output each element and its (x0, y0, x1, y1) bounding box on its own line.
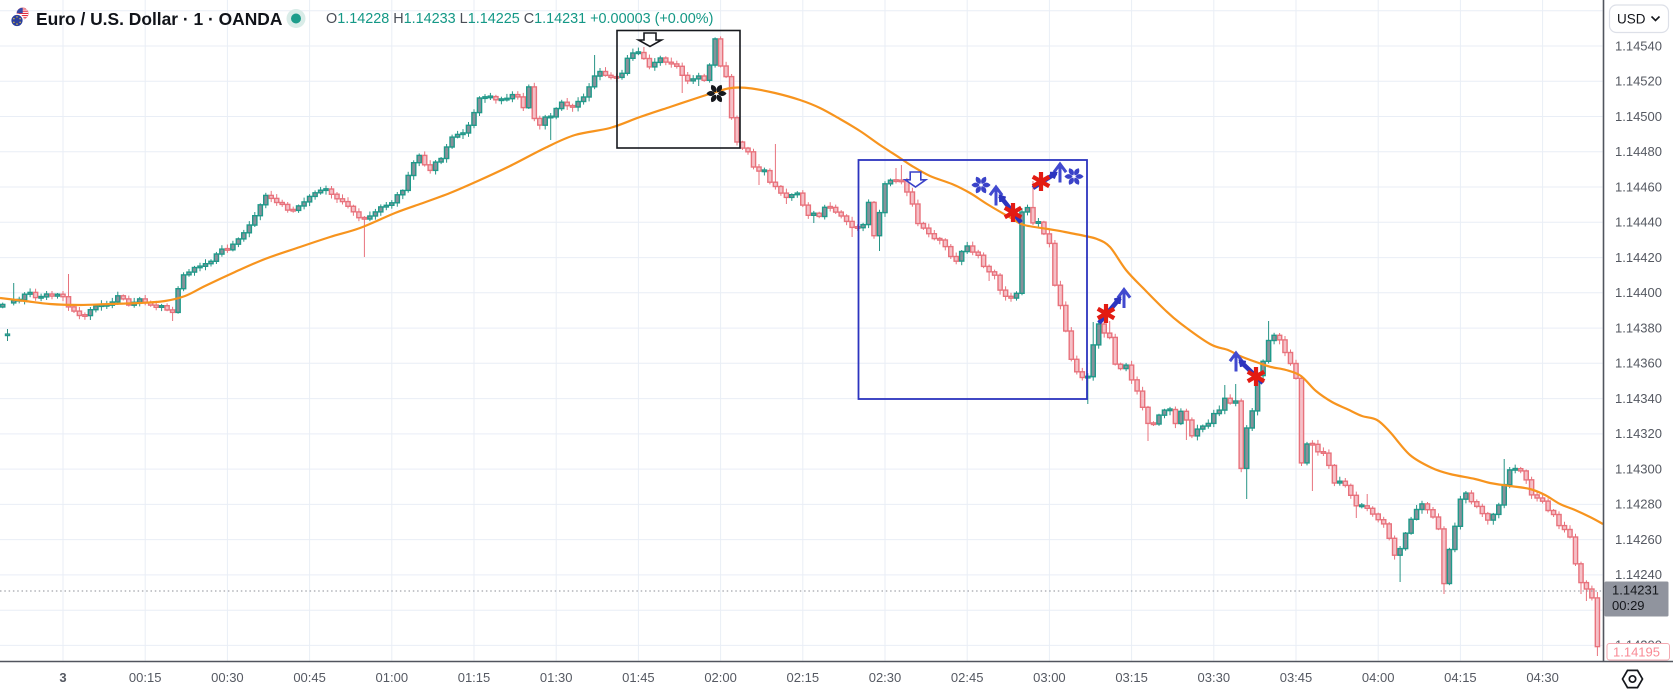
svg-text:1.14360: 1.14360 (1615, 356, 1662, 371)
svg-text:00:29: 00:29 (1612, 598, 1645, 613)
svg-text:1.14400: 1.14400 (1615, 285, 1662, 300)
svg-text:1.14280: 1.14280 (1615, 497, 1662, 512)
svg-text:O1.14228 H1.14233 L1.14225 C1.: O1.14228 H1.14233 L1.14225 C1.14231 +0.0… (326, 11, 713, 27)
svg-text:1.14540: 1.14540 (1615, 38, 1662, 53)
svg-text:1.14320: 1.14320 (1615, 426, 1662, 441)
svg-text:00:45: 00:45 (293, 670, 326, 685)
svg-text:1.14195: 1.14195 (1613, 645, 1660, 660)
svg-text:1.14340: 1.14340 (1615, 391, 1662, 406)
svg-text:03:15: 03:15 (1115, 670, 1148, 685)
svg-text:1.14300: 1.14300 (1615, 461, 1662, 476)
svg-text:02:00: 02:00 (704, 670, 737, 685)
svg-text:01:15: 01:15 (458, 670, 491, 685)
svg-text:02:45: 02:45 (951, 670, 984, 685)
svg-text:1.14380: 1.14380 (1615, 320, 1662, 335)
svg-text:03:45: 03:45 (1280, 670, 1313, 685)
svg-text:1.14231: 1.14231 (1612, 583, 1659, 598)
svg-text:03:30: 03:30 (1198, 670, 1231, 685)
svg-text:04:30: 04:30 (1526, 670, 1559, 685)
svg-text:1.14480: 1.14480 (1615, 144, 1662, 159)
svg-text:03:00: 03:00 (1033, 670, 1066, 685)
svg-text:04:00: 04:00 (1362, 670, 1395, 685)
svg-text:02:30: 02:30 (869, 670, 902, 685)
svg-text:1.14260: 1.14260 (1615, 532, 1662, 547)
svg-text:1.14460: 1.14460 (1615, 179, 1662, 194)
svg-text:USD: USD (1617, 12, 1646, 27)
svg-text:01:45: 01:45 (622, 670, 655, 685)
svg-text:1.14420: 1.14420 (1615, 250, 1662, 265)
svg-text:01:30: 01:30 (540, 670, 573, 685)
svg-text:1.14520: 1.14520 (1615, 74, 1662, 89)
svg-text:1.14500: 1.14500 (1615, 109, 1662, 124)
svg-text:00:30: 00:30 (211, 670, 244, 685)
svg-text:00:15: 00:15 (129, 670, 162, 685)
svg-text:02:15: 02:15 (787, 670, 820, 685)
svg-text:Euro / U.S. Dollar · 1 · OANDA: Euro / U.S. Dollar · 1 · OANDA (36, 9, 283, 29)
svg-text:01:00: 01:00 (376, 670, 409, 685)
svg-text:1.14240: 1.14240 (1615, 567, 1662, 582)
svg-text:1.14440: 1.14440 (1615, 215, 1662, 230)
svg-text:3: 3 (59, 670, 66, 685)
svg-text:04:15: 04:15 (1444, 670, 1477, 685)
